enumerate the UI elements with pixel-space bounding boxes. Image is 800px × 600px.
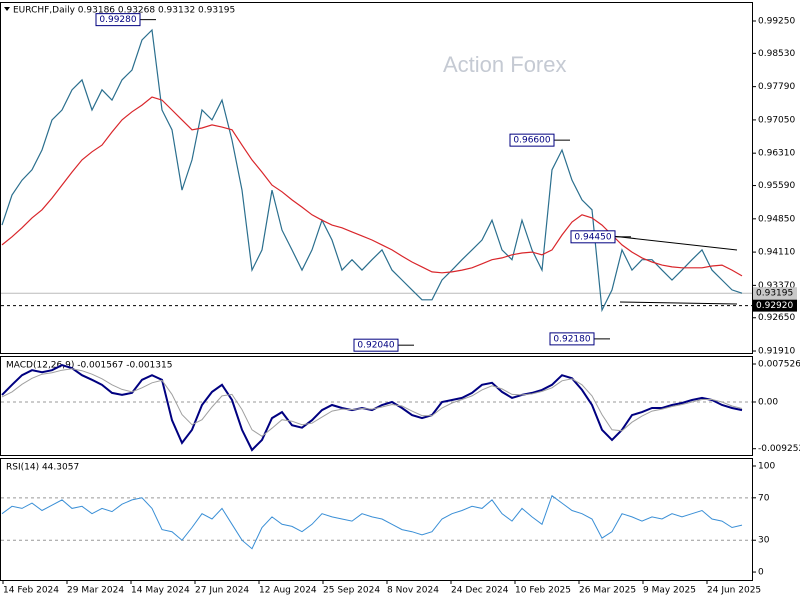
- y-tick-label: 0.99250: [758, 16, 795, 26]
- y-tick-label: 0.94850: [758, 214, 795, 224]
- x-tick-label: 25 Sep 2024: [323, 586, 380, 596]
- chart-title: EURCHF,Daily 0.93186 0.93268 0.93132 0.9…: [13, 6, 235, 16]
- x-tick-label: 9 May 2025: [643, 586, 696, 596]
- annotation-label: 0.99280: [99, 15, 136, 25]
- y-tick-label: 0.94110: [758, 248, 795, 258]
- panel-title: MACD(12,26,9) -0.001567 -0.001315: [6, 361, 172, 371]
- watermark: Action Forex: [443, 52, 567, 77]
- y-tick-label: 0: [758, 568, 764, 578]
- x-tick-label: 24 Dec 2024: [451, 586, 509, 596]
- x-tick-label: 8 Nov 2024: [387, 586, 439, 596]
- y-tick-label: 0.97050: [758, 115, 795, 125]
- annotation-box: [509, 133, 555, 147]
- panel-title: RSI(14) 44.3057: [6, 463, 79, 473]
- y-tick-label: 30: [758, 536, 770, 546]
- x-tick-label: 29 Mar 2024: [67, 586, 124, 596]
- y-tick-label: 0.98530: [758, 49, 795, 59]
- annotation-box: [353, 338, 399, 352]
- series-line: [1, 96, 743, 277]
- x-tick-label: 24 Jun 2025: [707, 586, 761, 596]
- x-tick-label: 14 May 2024: [131, 586, 190, 596]
- price-label-box: [753, 299, 797, 312]
- y-tick-label: 0.96310: [758, 149, 795, 159]
- y-tick-label: 0.91910: [758, 347, 795, 357]
- x-tick-label: 12 Aug 2024: [259, 586, 317, 596]
- annotation-label: 0.96600: [513, 136, 550, 146]
- annotation-label: 0.92040: [357, 341, 394, 351]
- x-tick-label: 14 Feb 2024: [3, 586, 59, 596]
- triangle-upper: [611, 235, 738, 251]
- triangle-lower: [619, 301, 738, 305]
- price-panel: [0, 2, 753, 354]
- x-tick-label: 26 Mar 2025: [579, 586, 636, 596]
- plot-layer: 0.99250 0.98530 0.97790 0.97050 0.96310 0.955…: [1, 13, 800, 596]
- series-line: [1, 368, 743, 437]
- x-tick-label: 10 Feb 2025: [515, 586, 571, 596]
- y-tick-label: 0.00: [758, 397, 778, 407]
- annotation-box: [549, 332, 595, 346]
- y-tick-label: 100: [758, 461, 775, 471]
- y-tick-label: 0.007526: [758, 359, 800, 369]
- annotation-box: [570, 230, 616, 244]
- annotation-label: 0.92180: [553, 334, 590, 344]
- y-tick-label: 0.92650: [758, 313, 795, 323]
- y-tick-label: -0.009252: [758, 444, 800, 454]
- series-line: [1, 28, 743, 313]
- y-tick-label: 0.95590: [758, 181, 795, 191]
- price-label: 0.93195: [756, 289, 793, 299]
- y-tick-label: 0.97790: [758, 82, 795, 92]
- rsi-panel: [0, 458, 753, 581]
- symbol-icon: [4, 7, 10, 11]
- annotation-label: 0.94450: [574, 232, 611, 242]
- series-line: [1, 494, 743, 550]
- macd-panel: [0, 356, 753, 456]
- y-tick-label: 70: [758, 493, 770, 503]
- price-label-box: [753, 287, 797, 300]
- price-label: 0.92920: [756, 301, 793, 311]
- series-line: [1, 364, 743, 452]
- y-tick-label: 0.93370: [758, 281, 795, 291]
- x-tick-label: 27 Jun 2024: [195, 586, 249, 596]
- annotation-box: [95, 13, 141, 27]
